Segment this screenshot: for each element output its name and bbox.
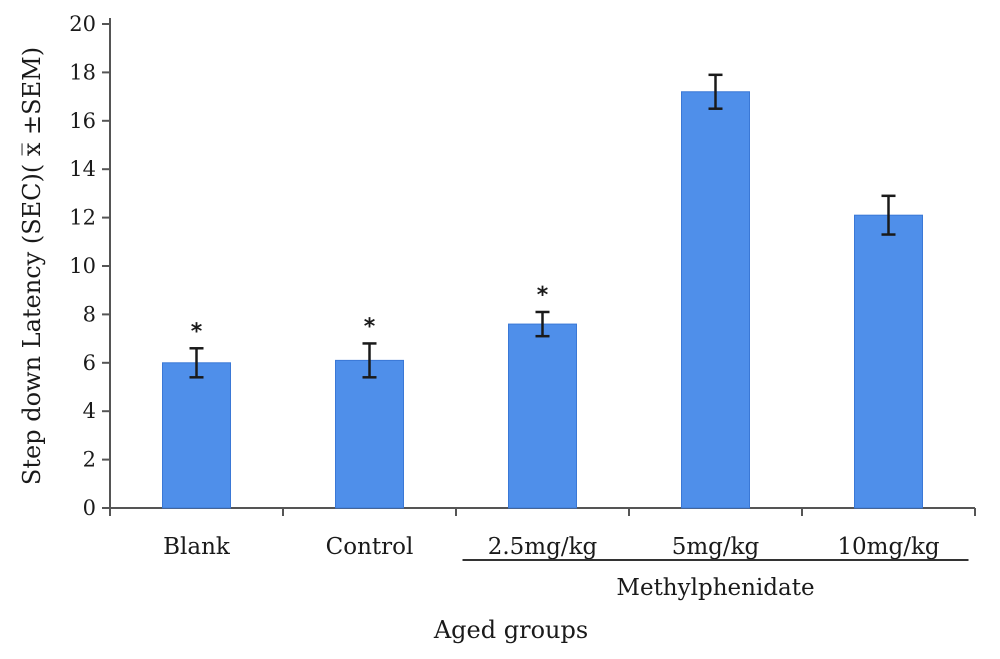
bar (681, 91, 750, 509)
category-label: Blank (163, 534, 231, 560)
y-tick-label: 20 (69, 12, 96, 36)
y-tick-label: 4 (83, 399, 96, 423)
bar (854, 214, 923, 509)
bar (335, 359, 404, 509)
group-label: Methylphenidate (616, 575, 814, 601)
category-labels: Blank Control 2.5mg/kg 5mg/kg 10mg/kg (163, 534, 940, 560)
y-tick-label: 12 (69, 206, 96, 230)
significance-marks: * * * (191, 283, 549, 344)
y-tick-label: 6 (83, 351, 96, 375)
significance-mark: * (364, 314, 376, 339)
bar (162, 362, 231, 509)
significance-mark: * (537, 283, 549, 308)
category-label: 10mg/kg (837, 534, 939, 560)
y-axis: 0 2 4 6 8 10 12 14 16 18 20 (69, 12, 111, 520)
y-tick-label: 8 (83, 302, 96, 326)
category-label: Control (326, 534, 414, 560)
y-axis-title: Step down Latency (SEC)( x̅ ±SEM) (18, 47, 46, 485)
y-tick-label: 2 (83, 448, 96, 472)
x-axis (109, 507, 976, 516)
x-axis-title: Aged groups (433, 616, 588, 644)
bar (508, 323, 577, 509)
significance-mark: * (191, 319, 203, 344)
y-tick-label: 10 (69, 254, 96, 278)
y-tick-label: 16 (69, 109, 96, 133)
category-label: 5mg/kg (672, 534, 760, 560)
y-tick-label: 0 (83, 496, 96, 520)
category-label: 2.5mg/kg (488, 534, 598, 560)
y-tick-label: 18 (69, 60, 96, 84)
y-tick-label: 14 (69, 157, 96, 181)
error-bars (189, 73, 896, 379)
